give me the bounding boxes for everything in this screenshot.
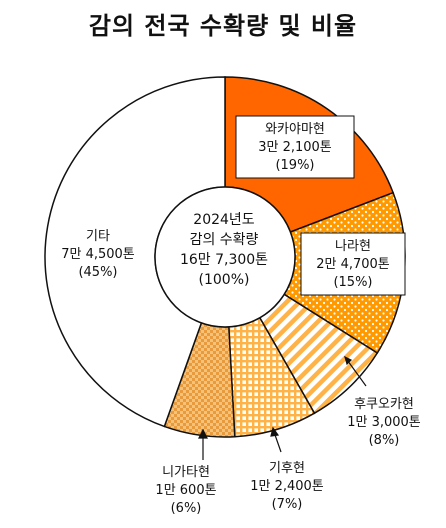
leader-fukuoka-arrowhead: [344, 355, 353, 366]
slice-label-wakayama-pct: (19%): [275, 158, 314, 173]
slice-label-nara-amount: 2만 4,700톤: [316, 257, 390, 272]
center-label-year: 2024년도: [193, 212, 255, 228]
slice-label-nara-pct: (15%): [333, 275, 372, 290]
slice-label-wakayama-name: 와카야마현: [265, 122, 325, 137]
slice-label-niigata-name: 니가타현: [162, 465, 210, 480]
leader-gifu-arrowhead: [270, 426, 280, 437]
slice-label-other-amount: 7만 4,500톤: [61, 247, 135, 262]
center-label-amount: 16만 7,300톤: [180, 252, 268, 268]
slice-label-nara-name: 나라현: [335, 239, 371, 254]
label-box-nara: [300, 232, 406, 296]
slice-label-gifu-amount: 1만 2,400톤: [250, 479, 324, 494]
slice-label-fukuoka-pct: (8%): [369, 433, 400, 448]
center-hole: [154, 186, 296, 328]
center-label-percent: (100%): [199, 272, 250, 288]
label-box-wakayama: [235, 115, 355, 179]
chart-title: 감의 전국 수확량 및 비율: [88, 12, 358, 40]
slice-label-other-pct: (45%): [78, 265, 117, 280]
slice-label-wakayama-amount: 3만 2,100톤: [258, 140, 332, 155]
slice-label-gifu-name: 기후현: [269, 461, 305, 476]
slice-label-fukuoka-amount: 1만 3,000톤: [347, 415, 421, 430]
center-label-name: 감의 수확량: [190, 232, 259, 248]
slice-label-fukuoka-name: 후쿠오카현: [354, 397, 414, 412]
leader-niigata-arrowhead: [198, 428, 208, 439]
slice-label-niigata-pct: (6%): [171, 501, 202, 516]
slice-label-other-name: 기타: [86, 229, 110, 244]
slice-label-niigata-amount: 1만 600톤: [155, 483, 216, 498]
slice-label-gifu-pct: (7%): [272, 497, 303, 512]
